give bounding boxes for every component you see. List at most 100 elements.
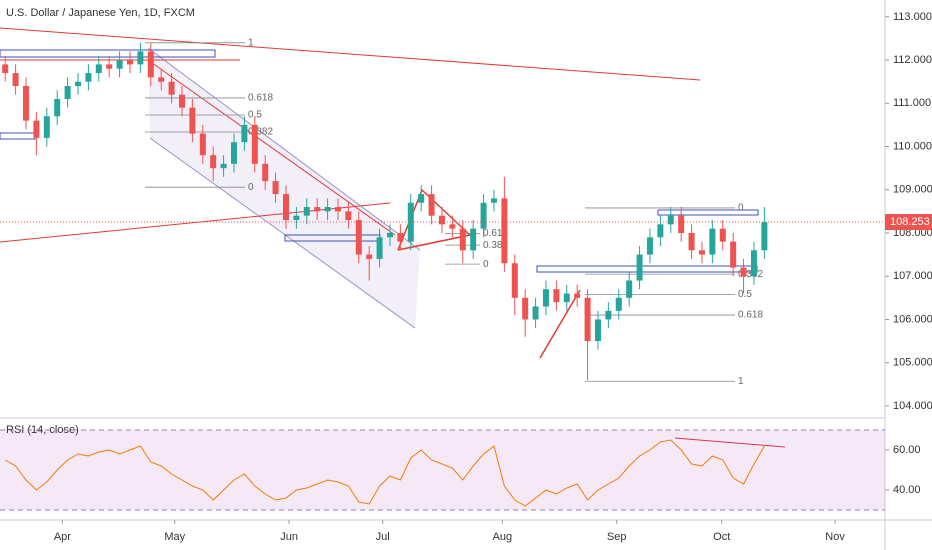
candle-body (386, 232, 393, 238)
trend-line (0, 27, 701, 81)
fib-label: 0.5 (738, 289, 752, 300)
y-tick-label: 110.000 (893, 140, 932, 152)
last-price-label: 108.253 (890, 216, 930, 228)
candle-body (106, 64, 113, 69)
candle-body (667, 215, 674, 225)
fib-label: 0.618 (483, 228, 508, 239)
candle-body (199, 133, 206, 156)
candle-body (438, 215, 445, 225)
y-tick-label: 106.000 (893, 313, 932, 325)
candle-body (178, 94, 185, 108)
fib-label: 0 (248, 182, 254, 193)
rsi-band (0, 430, 885, 510)
candle-body (750, 250, 757, 277)
candle-body (511, 263, 518, 298)
candle-body (241, 124, 248, 143)
x-tick-label: Apr (54, 531, 71, 543)
candle-body (719, 228, 726, 242)
candle-body (303, 207, 310, 216)
candle-body (85, 73, 92, 82)
channel-line (149, 137, 416, 329)
candle-body (137, 51, 144, 65)
x-tick-label: Nov (825, 531, 845, 543)
rsi-line (4, 439, 765, 507)
fib-label: 0.382 (738, 269, 763, 280)
candle-body (532, 306, 539, 320)
candle-body (688, 232, 695, 251)
candle-body (282, 194, 289, 221)
candle-body (293, 215, 300, 221)
candle-body (615, 297, 622, 311)
channel-line (147, 47, 421, 251)
candle-body (542, 289, 549, 307)
candle-body (563, 293, 570, 303)
candle-body (397, 232, 404, 242)
candle-body (126, 60, 133, 65)
candle-body (490, 198, 497, 203)
candle-body (459, 228, 466, 251)
candle-body (761, 222, 768, 251)
candle-body (334, 207, 341, 212)
y-tick-label: 104.000 (893, 400, 932, 412)
x-tick-label: Aug (493, 531, 513, 543)
y-tick-label: 113.000 (893, 11, 932, 23)
rsi-title: RSI (14, close) (6, 424, 79, 436)
y-tick-label: 107.000 (893, 270, 932, 282)
fib-label: 0 (738, 203, 744, 214)
candle-body (22, 86, 29, 121)
candle-body (272, 181, 279, 195)
zone-box (0, 49, 216, 58)
candle-body (698, 250, 705, 255)
x-tick-label: Oct (713, 531, 730, 543)
fib-label: 1 (738, 376, 744, 387)
candle-body (626, 280, 633, 298)
candle-body (95, 64, 102, 74)
zone-box (536, 265, 758, 273)
candle-body (64, 86, 71, 99)
chart-title: U.S. Dollar / Japanese Yen, 1D, FXCM (6, 7, 195, 19)
last-price-box (885, 214, 932, 231)
candle-body (230, 142, 237, 164)
y-tick-label: 105.000 (893, 357, 932, 369)
candle-body (501, 198, 508, 264)
candle-body (189, 107, 196, 134)
candle-body (43, 116, 50, 138)
trend-line (539, 289, 581, 359)
fib-label: 0.5 (248, 110, 262, 121)
x-tick-label: Jun (280, 531, 298, 543)
fib-label: 0.618 (738, 310, 763, 321)
y-tick-label: 40.00 (893, 484, 921, 496)
candle-body (740, 267, 747, 277)
candle-body (730, 241, 737, 268)
candle-body (584, 297, 591, 342)
candle-body (220, 163, 227, 169)
x-tick-label: Jul (376, 531, 390, 543)
candle-body (2, 64, 9, 74)
candle-body (116, 60, 123, 69)
candle-body (74, 81, 81, 87)
drawings (0, 27, 786, 448)
fib-label: 0.382 (248, 127, 273, 138)
candle-body (574, 293, 581, 298)
fib-label: 0 (483, 259, 489, 270)
fib-label: 0.382 (483, 240, 508, 251)
candle-body (605, 310, 612, 320)
candle-body (636, 254, 643, 281)
y-tick-label: 109.000 (893, 184, 932, 196)
candle-body (324, 207, 331, 212)
candle-body (480, 202, 487, 229)
trend-line (147, 59, 396, 236)
y-tick-label: 60.00 (893, 444, 921, 456)
candle-body (147, 51, 154, 78)
channel-fill (148, 48, 420, 328)
fib-label: 1 (248, 37, 254, 48)
candle-body (470, 228, 477, 251)
x-tick-label: Sep (607, 531, 627, 543)
candle-body (594, 319, 601, 342)
candle-body (33, 120, 40, 138)
candle-body (418, 194, 425, 203)
candle-body (345, 211, 352, 221)
candle-body (366, 254, 373, 259)
candle-body (553, 289, 560, 303)
